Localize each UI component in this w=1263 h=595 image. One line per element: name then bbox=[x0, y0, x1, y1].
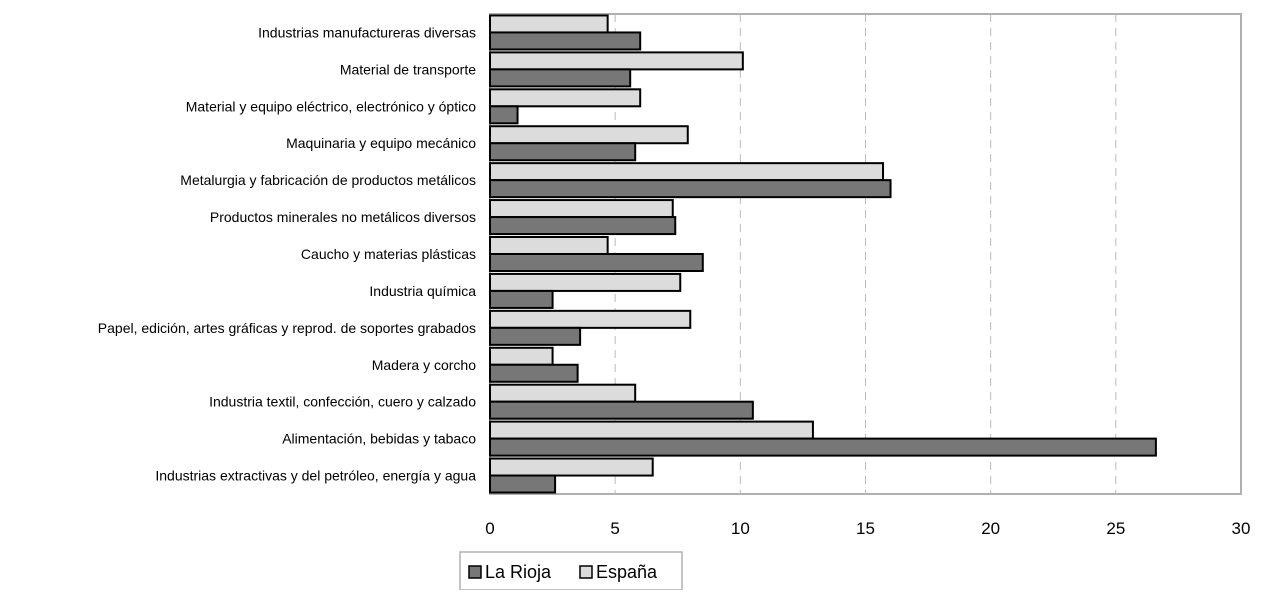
bar-la-rioja bbox=[489, 179, 892, 199]
x-tick-label: 5 bbox=[610, 519, 619, 538]
bar-espana bbox=[489, 420, 814, 440]
category-label: Industrias extractivas y del petróleo, e… bbox=[155, 468, 476, 484]
category-labels: Industrias manufactureras diversas Materi… bbox=[98, 24, 476, 483]
bar-la-rioja bbox=[489, 363, 579, 383]
bar-espana bbox=[489, 272, 682, 292]
bar-la-rioja bbox=[489, 289, 554, 309]
bar-la-rioja bbox=[489, 437, 1157, 457]
bar-espana bbox=[489, 309, 692, 329]
legend-label-la-rioja: La Rioja bbox=[485, 562, 552, 582]
x-tick-label: 30 bbox=[1232, 519, 1251, 538]
bar-espana bbox=[489, 51, 744, 71]
category-label: Madera y corcho bbox=[372, 357, 476, 373]
category-label: Material y equipo eléctrico, electrónico… bbox=[186, 98, 476, 114]
bar-espana bbox=[489, 125, 689, 145]
category-label: Material de transporte bbox=[340, 61, 476, 77]
bar-espana bbox=[489, 162, 885, 182]
bar-la-rioja bbox=[489, 253, 704, 272]
bar-la-rioja bbox=[489, 31, 642, 51]
bar-la-rioja bbox=[489, 105, 519, 125]
category-label: Metalurgia y fabricación de productos me… bbox=[180, 172, 476, 188]
bar-la-rioja bbox=[489, 68, 632, 88]
category-label: Productos minerales no metálicos diverso… bbox=[210, 209, 476, 225]
x-tick-label: 10 bbox=[731, 519, 750, 538]
bar-espana bbox=[489, 457, 654, 477]
bar-espana bbox=[489, 346, 554, 366]
x-tick-label: 15 bbox=[856, 519, 875, 538]
x-tick-label: 0 bbox=[485, 519, 494, 538]
legend-swatch-la-rioja bbox=[468, 565, 482, 579]
legend-label-espana: España bbox=[596, 562, 658, 582]
bar-espana bbox=[489, 199, 674, 219]
bar-la-rioja bbox=[489, 216, 677, 236]
x-axis-ticks: 0 5 10 15 20 25 30 bbox=[485, 519, 1250, 538]
category-label: Industria química bbox=[369, 283, 476, 299]
bar-la-rioja bbox=[489, 474, 557, 494]
bar-espana bbox=[489, 383, 637, 403]
legend: La Rioja España bbox=[459, 551, 683, 591]
category-label: Caucho y materias plásticas bbox=[301, 246, 476, 262]
bar-la-rioja bbox=[489, 142, 637, 162]
category-label: Alimentación, bebidas y tabaco bbox=[282, 431, 476, 447]
bar-espana bbox=[489, 236, 609, 255]
category-label: Industria textil, confección, cuero y ca… bbox=[209, 394, 476, 410]
bar-la-rioja bbox=[489, 400, 754, 420]
x-tick-label: 20 bbox=[981, 519, 1000, 538]
bar-espana bbox=[489, 88, 642, 108]
bar-la-rioja bbox=[489, 326, 582, 346]
category-label: Industrias manufactureras diversas bbox=[258, 24, 476, 40]
bars bbox=[489, 14, 1157, 494]
bar-espana bbox=[489, 14, 609, 34]
x-tick-label: 25 bbox=[1106, 519, 1125, 538]
legend-box bbox=[459, 551, 683, 591]
category-label: Maquinaria y equipo mecánico bbox=[286, 135, 476, 151]
legend-swatch-espana bbox=[579, 565, 593, 579]
category-label: Papel, edición, artes gráficas y reprod.… bbox=[98, 320, 476, 336]
